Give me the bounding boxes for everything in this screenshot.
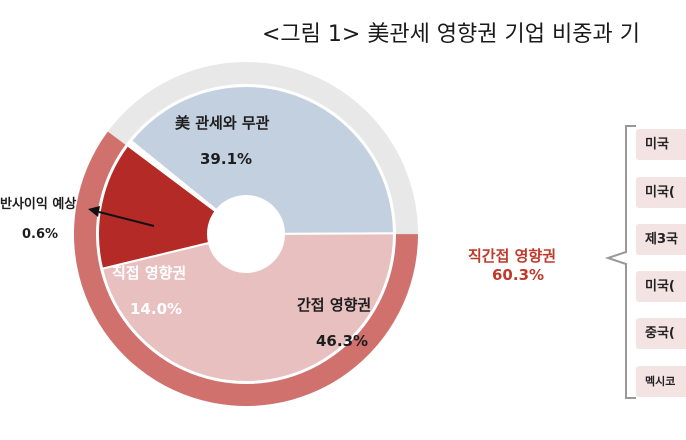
label-group-value: 60.3% [492, 266, 545, 284]
label-indirect-value: 46.3% [316, 332, 369, 350]
pie-slices [97, 85, 396, 383]
legend-box-3: 제3국 [636, 224, 686, 255]
figure-title: <그림 1> 美관세 영향권 기업 비중과 기 [262, 22, 640, 47]
arrow-head [88, 206, 100, 217]
outer-ring-layer [74, 62, 418, 407]
arrow-line [98, 211, 155, 227]
annotation-arrow [88, 206, 155, 227]
label-no-relation-value: 39.1% [200, 150, 253, 168]
label-group-name: 직간접 영향권 [468, 247, 557, 265]
legend-box-4: 미국( [636, 271, 686, 302]
label-reflect-value: 0.6% [22, 227, 59, 242]
legend-box-6: 멕시코 [636, 366, 686, 397]
outer-ring-direct-indirect [74, 131, 418, 407]
label-reflect-name: 반사이익 예상 [0, 197, 77, 212]
donut-hole [208, 196, 284, 272]
legend-box-5: 중국( [636, 318, 686, 349]
legend-box-1: 미국 [636, 129, 686, 160]
legend-box-2: 미국( [636, 177, 686, 208]
label-direct-value: 14.0% [130, 300, 183, 318]
legend-bracket [604, 125, 636, 399]
label-indirect-name: 간접 영향권 [297, 296, 372, 314]
label-direct-name: 직접 영향권 [112, 264, 187, 282]
label-no-relation-name: 美 관세와 무관 [175, 114, 270, 132]
